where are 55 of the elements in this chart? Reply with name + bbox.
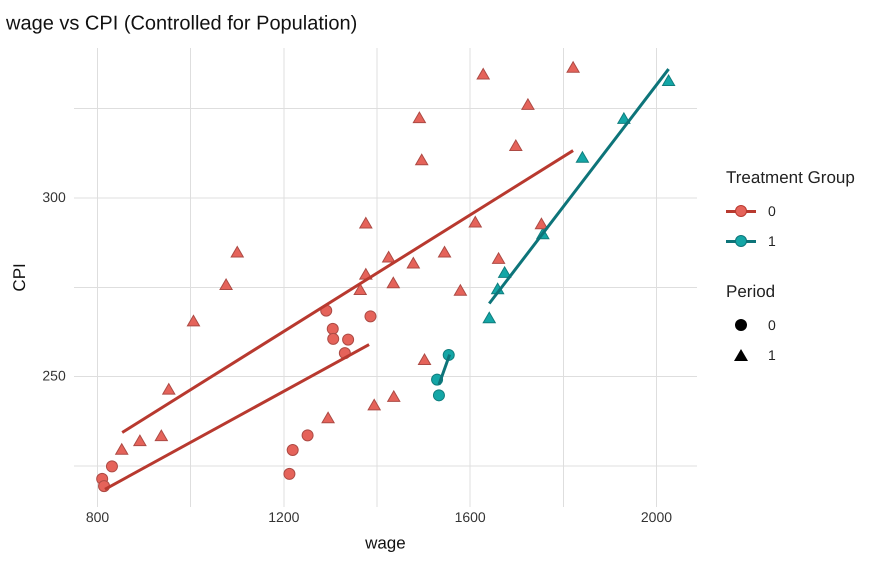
point bbox=[566, 61, 580, 73]
point bbox=[662, 74, 676, 86]
point bbox=[230, 246, 244, 258]
point bbox=[286, 444, 299, 456]
point bbox=[326, 322, 339, 335]
legend-title: Treatment Group bbox=[726, 168, 855, 188]
point bbox=[476, 68, 490, 80]
point bbox=[387, 390, 400, 402]
point bbox=[327, 332, 340, 345]
y-tick-label: 250 bbox=[42, 368, 66, 384]
chart-title: wage vs CPI (Controlled for Population) bbox=[5, 12, 358, 35]
point bbox=[133, 434, 146, 446]
point bbox=[492, 252, 506, 264]
point bbox=[521, 98, 534, 110]
point bbox=[454, 284, 467, 296]
point bbox=[302, 429, 314, 442]
point bbox=[534, 218, 548, 230]
point bbox=[322, 412, 335, 424]
point bbox=[498, 266, 512, 278]
x-tick-label: 1600 bbox=[454, 509, 486, 526]
text: 1 bbox=[768, 347, 776, 363]
point bbox=[468, 216, 482, 228]
x-tick-label: 2000 bbox=[640, 509, 672, 526]
point bbox=[364, 310, 376, 322]
legend-label: 0 bbox=[768, 203, 776, 219]
point bbox=[382, 250, 396, 262]
text: Period bbox=[726, 282, 776, 302]
x-tick-label: 1200 bbox=[268, 509, 300, 526]
point bbox=[283, 468, 296, 480]
point bbox=[509, 139, 522, 151]
point bbox=[162, 383, 176, 395]
point bbox=[154, 430, 168, 442]
point bbox=[406, 257, 420, 269]
y-axis-title: CPI bbox=[10, 263, 29, 292]
legend-label: 1 bbox=[768, 233, 776, 249]
x-tick-label: 800 bbox=[86, 509, 110, 526]
point bbox=[415, 154, 428, 166]
point bbox=[220, 278, 233, 290]
point bbox=[386, 276, 400, 288]
y-tick-label: 300 bbox=[42, 188, 66, 205]
point bbox=[368, 398, 381, 410]
point bbox=[418, 354, 432, 366]
point bbox=[432, 389, 445, 402]
point bbox=[354, 283, 367, 295]
point bbox=[438, 246, 452, 258]
point bbox=[359, 217, 372, 229]
text: 0 bbox=[768, 317, 776, 333]
point bbox=[186, 314, 200, 326]
point bbox=[115, 443, 128, 455]
point bbox=[576, 151, 589, 163]
point bbox=[342, 334, 354, 346]
point bbox=[482, 312, 496, 324]
x-axis-title: wage bbox=[364, 533, 406, 552]
point bbox=[106, 460, 118, 472]
point bbox=[412, 112, 426, 124]
